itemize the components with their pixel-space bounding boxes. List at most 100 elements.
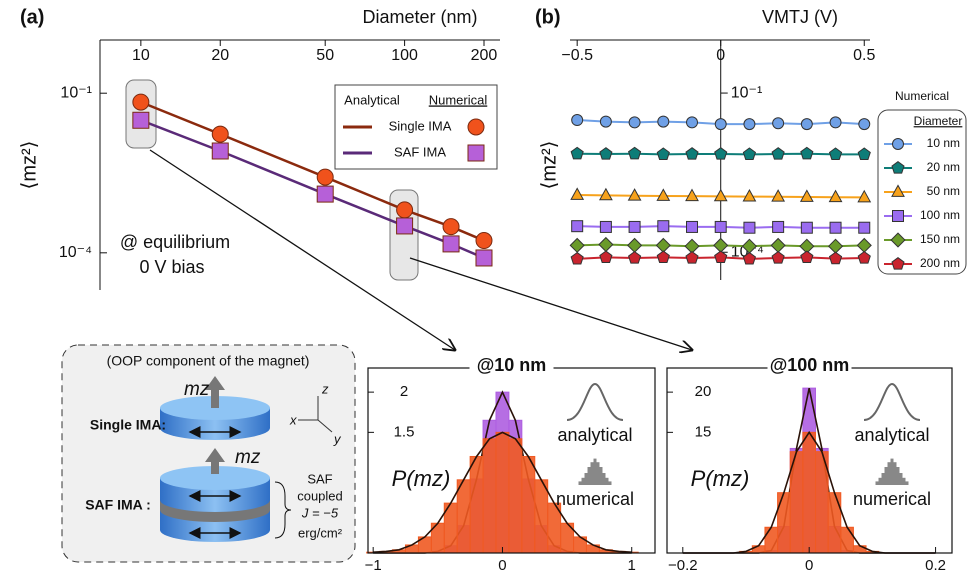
marker [656,250,670,264]
legend-icon [890,458,894,485]
legend-label: 10 nm [927,136,960,150]
marker [599,147,613,160]
legend-subtitle: Diameter [914,114,963,128]
marker [396,201,414,219]
marker [772,220,785,233]
y-tick-label: 20 [695,383,712,400]
marker [714,147,728,160]
histogram-bar [469,455,484,554]
arrow [409,257,692,350]
histogram-bar [751,545,766,554]
marker [627,237,643,253]
marker [569,237,585,253]
spacer [160,500,270,522]
marker [857,189,872,203]
legend-label: analytical [557,425,632,445]
legend-marker [890,232,906,248]
marker [655,237,671,253]
x-tick-label: 200 [471,47,498,64]
marker [771,147,785,160]
marker [627,146,642,160]
mz-arrow [205,448,225,474]
marker [742,147,757,160]
legend-icon [605,477,609,485]
marker [857,147,871,160]
marker [211,125,229,143]
marker [829,116,842,129]
legend-marker [891,161,905,174]
histogram-bar [456,479,471,554]
legend-label: 20 nm [927,160,960,174]
x-tick-label: −1 [365,557,382,574]
legend-icon [581,477,585,485]
legend-icon [878,477,882,485]
x-tick-label: 0.2 [925,557,946,574]
legend-icon [905,481,909,485]
marker [799,189,814,202]
y-tick-label: 2 [400,383,408,400]
marker [685,251,699,264]
legend-icon [608,481,612,485]
marker [714,250,728,264]
marker [713,237,729,253]
legend-label: 50 nm [927,184,960,198]
marker [771,189,786,202]
legend-title: Numerical [895,89,949,103]
legend-icon [590,462,594,485]
legend-header: Numerical [429,92,488,107]
legend-label: numerical [556,489,634,509]
marker [686,220,699,233]
marker [828,147,843,160]
x-axis-label: VMTJ (V) [762,7,838,27]
marker [132,93,150,111]
y-tick-label: 1.5 [394,423,415,440]
marker [656,147,670,160]
marker [800,221,813,234]
legend-icon [863,382,921,421]
histogram-bar [521,455,536,554]
coupling-text: erg/cm² [298,525,343,540]
x-tick-label: 1 [628,557,636,574]
marker [598,236,614,253]
marker [714,220,727,233]
marker [684,238,700,254]
histogram-bar [840,526,854,554]
marker [571,114,584,127]
coupling-text: J = −5 [301,505,339,520]
histogram-bar [482,438,497,554]
marker [132,111,150,129]
panel-title: @10 nm [477,355,547,375]
legend-marker [467,118,485,136]
marker [742,251,757,265]
marker [771,251,785,264]
marker [686,116,699,129]
marker [827,238,844,254]
axis-glyph-label: x [289,412,297,427]
marker [627,188,642,201]
histogram-bar [495,431,510,554]
legend-icon [578,481,582,485]
marker [599,250,613,264]
marker [743,221,756,234]
coupling-text: SAF [307,471,332,486]
histogram-bar [508,438,523,554]
marker [475,249,493,267]
marker [570,187,585,200]
legend-icon [599,467,603,485]
title-backdrop [767,358,852,378]
y-tick-label: 15 [695,423,712,440]
marker [211,142,229,160]
marker [628,220,641,233]
legend-marker [891,257,905,270]
marker [442,218,460,236]
axis-glyph-label: y [333,431,342,446]
marker [570,251,584,265]
axis-glyph-label: z [321,381,329,396]
legend-label: numerical [853,489,931,509]
legend-marker [891,184,905,197]
cylinder-top [160,466,270,490]
y-tick-label: 10⁻¹ [60,84,92,101]
marker [599,220,612,233]
